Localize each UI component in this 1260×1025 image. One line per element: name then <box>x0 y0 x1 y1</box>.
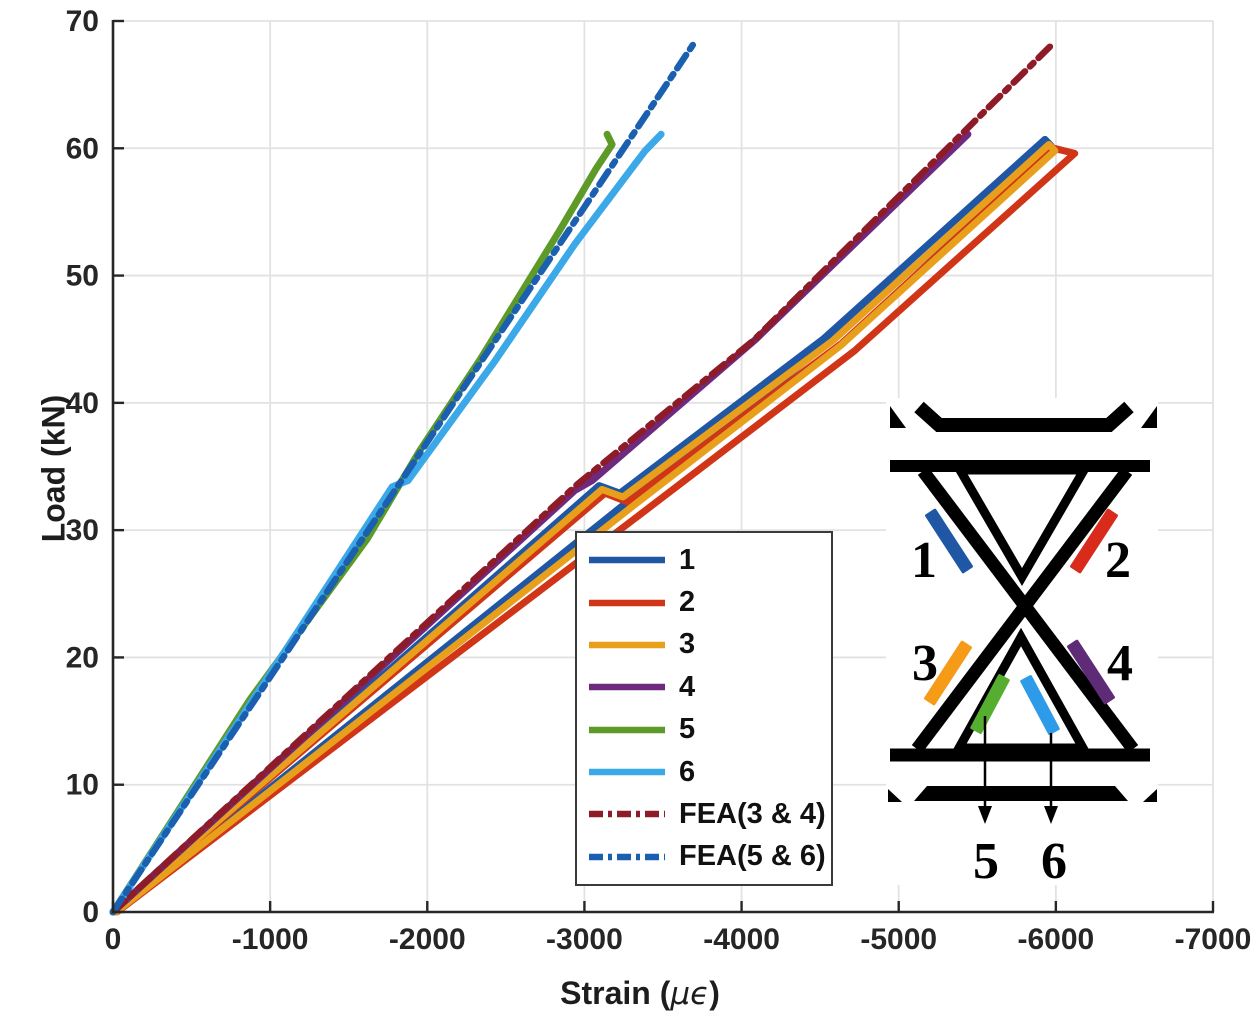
y-tick-label: 0 <box>82 896 99 929</box>
legend-swatch <box>589 768 665 776</box>
legend-row-1: 1 <box>587 543 827 576</box>
inset-gauge-label-1: 1 <box>911 532 937 589</box>
legend-row-6: 6 <box>587 755 827 788</box>
inset-gauge-label-2: 2 <box>1105 532 1131 589</box>
inset-arrowhead-6 <box>1044 806 1058 824</box>
inset-lower-right-wedge <box>1143 789 1157 802</box>
legend-swatch <box>589 726 665 733</box>
legend-label: 5 <box>679 713 696 746</box>
legend-label: FEA(5 & 6) <box>679 840 826 873</box>
inset-gauge-patch-3 <box>924 640 972 706</box>
x-axis-label-close: ) <box>709 975 720 1011</box>
legend-label: 6 <box>679 755 696 788</box>
legend-label: 4 <box>679 670 696 703</box>
x-tick-label: -5000 <box>860 923 937 956</box>
legend-row-5: 5 <box>587 715 827 744</box>
legend-label: 2 <box>679 586 696 619</box>
legend-swatch <box>589 641 665 649</box>
legend-label: 1 <box>679 543 696 576</box>
y-tick-label: 40 <box>66 387 99 420</box>
x-axis-label-text: Strain ( <box>560 975 671 1011</box>
y-tick-label: 30 <box>66 514 99 547</box>
y-tick-label: 60 <box>66 132 99 165</box>
legend-row-3: 3 <box>587 630 827 659</box>
inset-gauge-label-5: 5 <box>973 833 999 890</box>
inset-gauge-patch-4 <box>1067 639 1115 705</box>
y-tick-label: 70 <box>66 5 99 38</box>
legend-swatch <box>589 599 665 606</box>
series-line-fea-5-6- <box>109 39 698 916</box>
x-tick-label: -1000 <box>232 923 309 956</box>
inset-arrowhead-5 <box>978 806 992 824</box>
x-tick-label: -7000 <box>1175 923 1252 956</box>
inset-gauge-patch-1 <box>925 508 973 574</box>
series-line-3 <box>109 141 1059 916</box>
inset-top-left-wedge <box>890 406 906 428</box>
inset-gauge-patch-6 <box>1020 675 1060 735</box>
legend-row-4: 4 <box>587 670 827 703</box>
legend-row-fea-3-4-: FEA(3 & 4) <box>587 797 827 830</box>
legend-label: FEA(3 & 4) <box>679 797 826 830</box>
inset-gauge-patch-2 <box>1070 508 1118 574</box>
y-tick-label: 20 <box>66 641 99 674</box>
inset-gauge-label-6: 6 <box>1041 833 1067 890</box>
inset-brace-diagonal-right <box>911 467 1133 753</box>
inset-gauge-label-4: 4 <box>1107 635 1133 692</box>
inset-top-chord <box>914 401 1134 432</box>
legend-row-2: 2 <box>587 588 827 617</box>
x-tick-label: -2000 <box>389 923 466 956</box>
legend-swatch <box>589 684 665 691</box>
legend-swatch <box>589 811 665 818</box>
legend-row-fea-5-6-: FEA(5 & 6) <box>587 842 827 871</box>
y-tick-label: 50 <box>66 260 99 293</box>
legend-swatch <box>589 853 665 861</box>
inset-lower-left-wedge <box>888 789 902 802</box>
y-axis-label: Load (kN) <box>35 394 72 543</box>
x-axis-label-mu-epsilon: μϵ <box>670 976 710 1012</box>
legend-box: 1 2 3 4 5 6 FEA(3 & 4) FEA(5 & 6) <box>575 531 833 886</box>
inset-gauge-patch-5 <box>970 674 1010 734</box>
series-line-6 <box>109 130 665 916</box>
series-line-fea-3-4- <box>109 40 1056 916</box>
x-tick-label: -3000 <box>546 923 623 956</box>
inset-gauge-label-3: 3 <box>912 635 938 692</box>
y-tick-label: 10 <box>66 769 99 802</box>
inset-top-right-wedge <box>1141 406 1157 428</box>
x-tick-label: 0 <box>105 923 122 956</box>
x-axis-label: Strain (μϵ) <box>560 975 720 1012</box>
x-tick-label: -6000 <box>1017 923 1094 956</box>
legend-swatch <box>589 556 665 564</box>
legend-label: 3 <box>679 628 696 661</box>
inset-lower-band <box>914 786 1128 801</box>
inset-gauge-diagram: 1 2 3 4 5 6 <box>886 398 1158 890</box>
x-tick-label: -4000 <box>703 923 780 956</box>
inset-inner-triangle-top <box>952 465 1092 586</box>
